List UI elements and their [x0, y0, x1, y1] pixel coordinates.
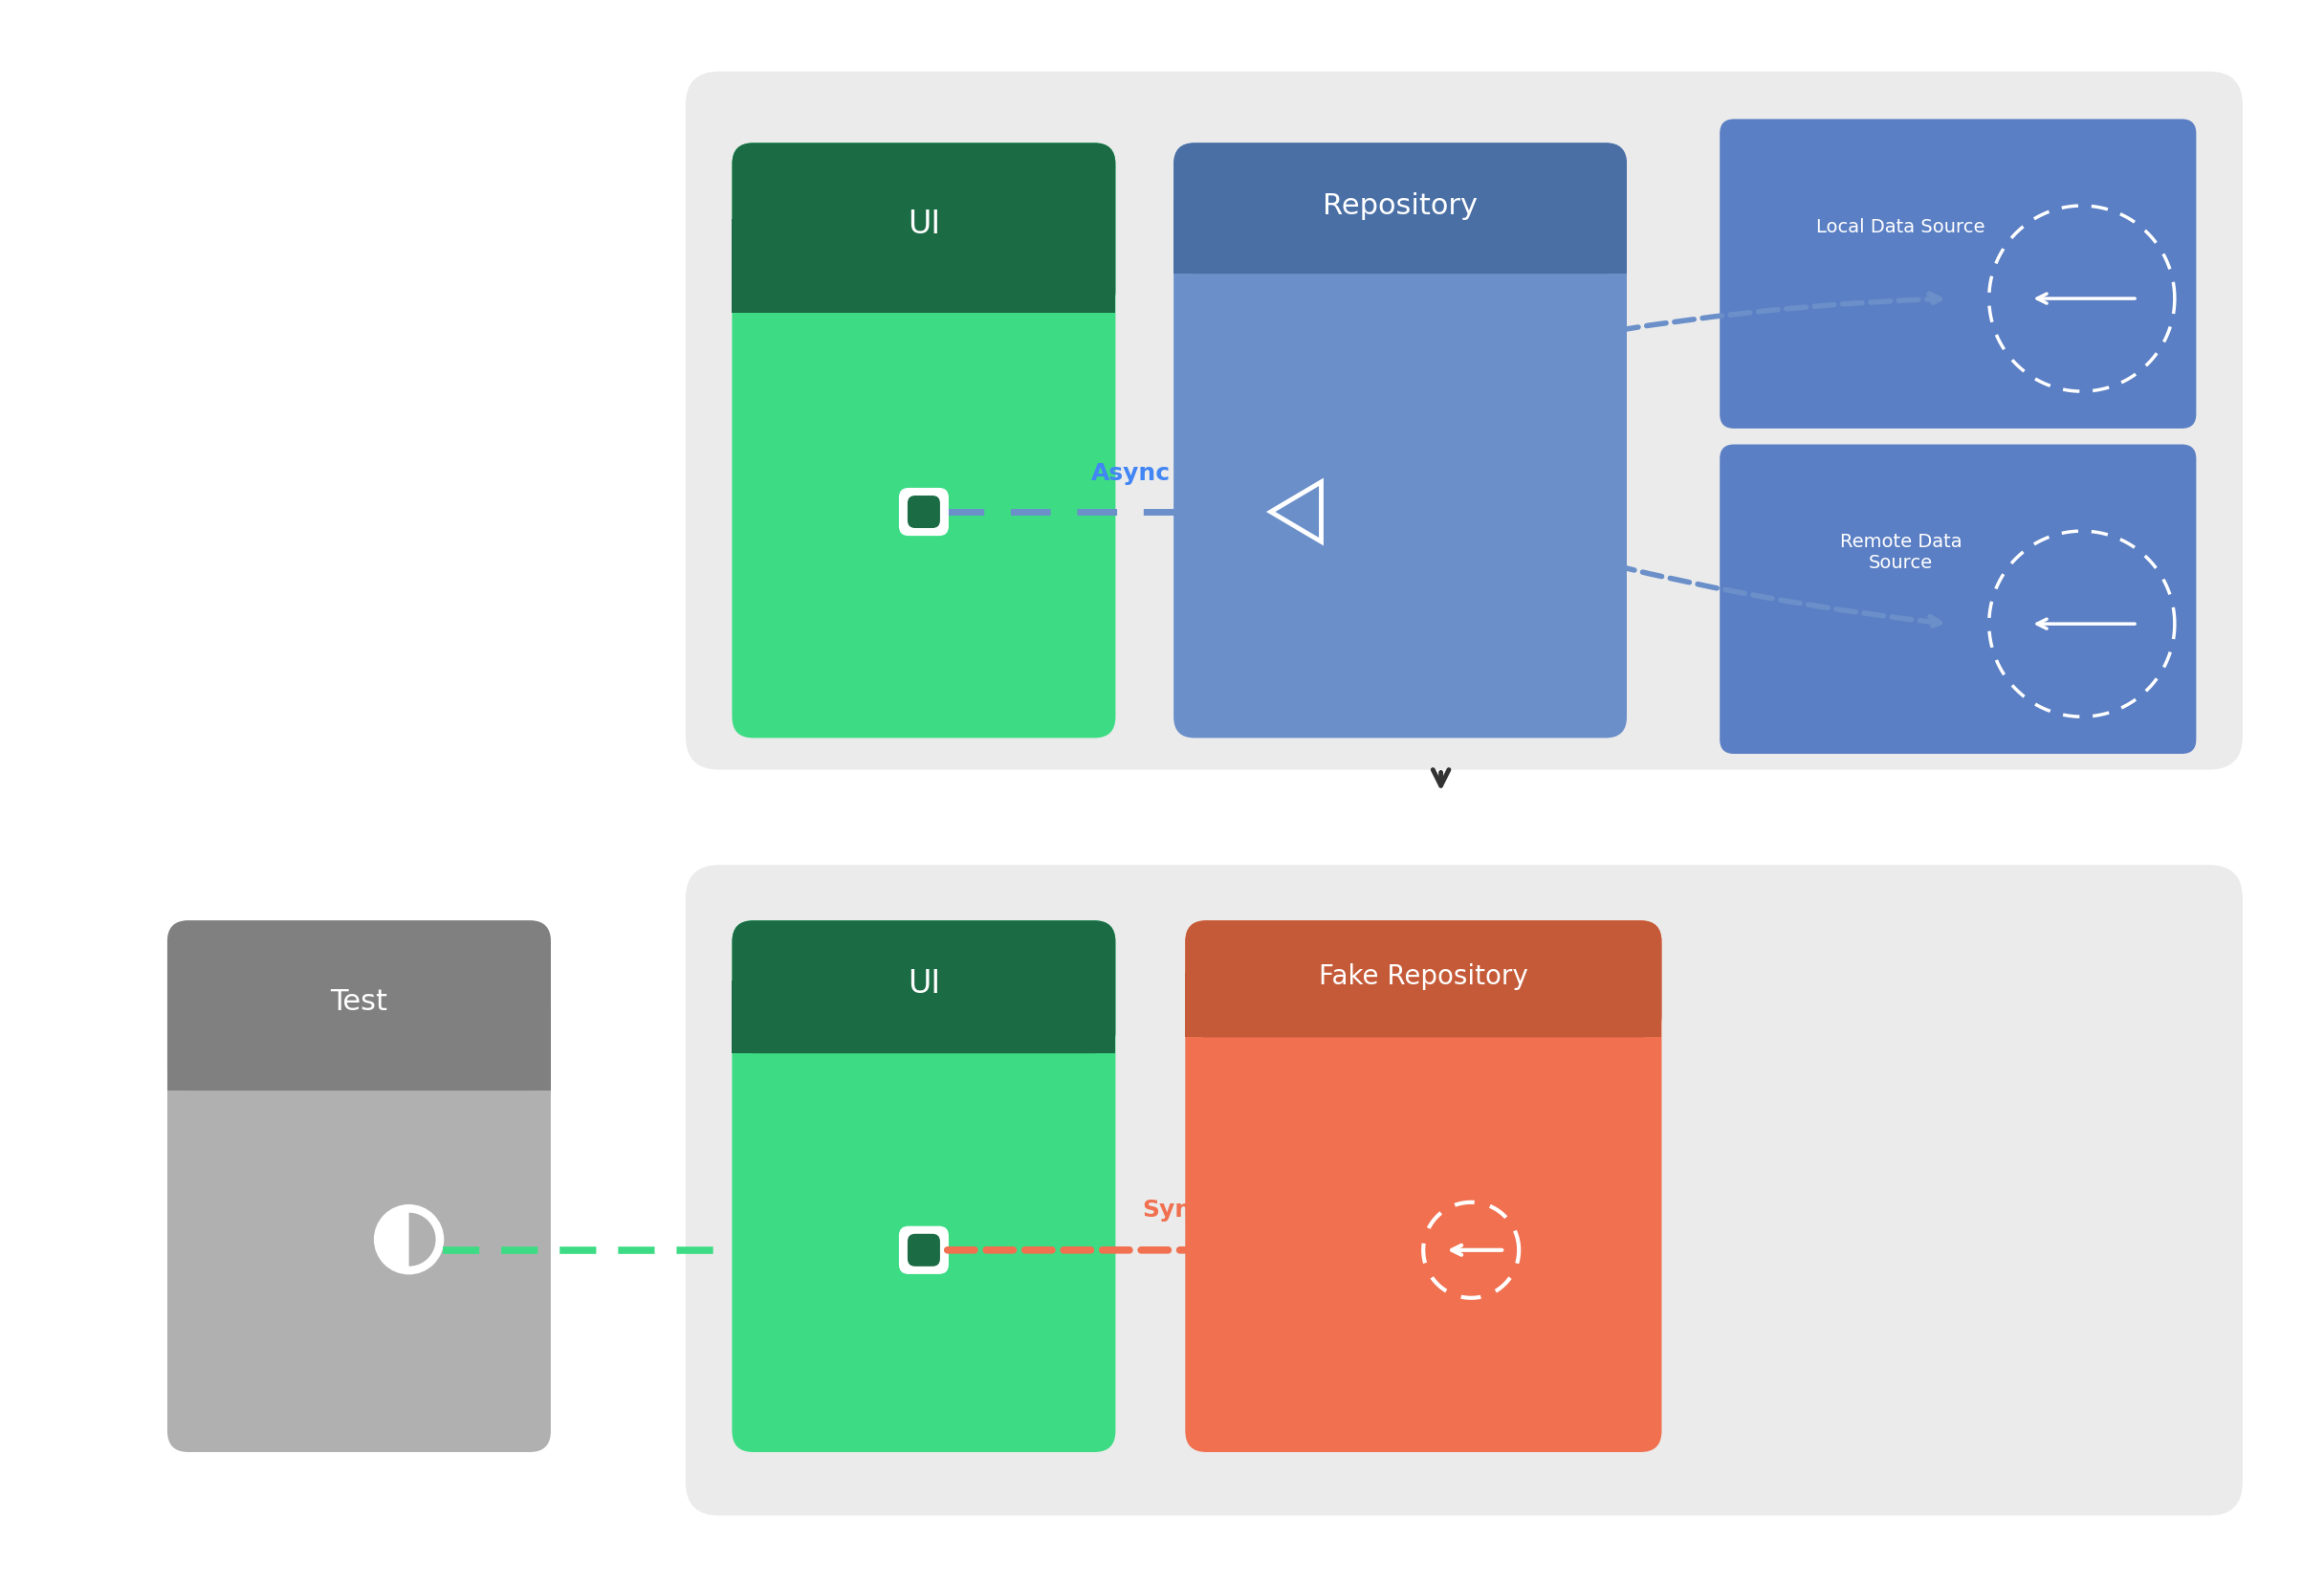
FancyBboxPatch shape — [686, 865, 2243, 1516]
FancyBboxPatch shape — [1720, 119, 2196, 428]
Text: UI: UI — [906, 968, 941, 1000]
Text: Local Data Source: Local Data Source — [1817, 219, 1985, 236]
Polygon shape — [409, 1212, 435, 1266]
Text: Test: Test — [330, 989, 388, 1016]
FancyBboxPatch shape — [899, 1227, 948, 1274]
Text: Sync: Sync — [1141, 1198, 1206, 1222]
FancyBboxPatch shape — [1174, 143, 1627, 738]
Text: Async: Async — [1090, 462, 1171, 486]
FancyBboxPatch shape — [732, 143, 1116, 313]
Bar — [732, 219, 1116, 313]
FancyBboxPatch shape — [1185, 920, 1662, 1452]
FancyBboxPatch shape — [686, 71, 2243, 770]
Circle shape — [374, 1205, 444, 1274]
FancyBboxPatch shape — [732, 920, 1116, 1452]
FancyBboxPatch shape — [167, 920, 551, 1452]
FancyBboxPatch shape — [909, 1233, 939, 1266]
Bar — [167, 1006, 551, 1090]
FancyBboxPatch shape — [1185, 920, 1662, 1038]
Text: UI: UI — [906, 208, 941, 240]
FancyBboxPatch shape — [909, 495, 939, 528]
FancyBboxPatch shape — [899, 487, 948, 536]
FancyBboxPatch shape — [732, 143, 1116, 738]
FancyBboxPatch shape — [1720, 444, 2196, 754]
Bar — [732, 981, 1116, 1054]
FancyBboxPatch shape — [732, 920, 1116, 1054]
FancyBboxPatch shape — [167, 920, 551, 1090]
FancyBboxPatch shape — [1174, 143, 1627, 273]
Bar — [1185, 973, 1662, 1038]
Text: Fake Repository: Fake Repository — [1318, 963, 1529, 990]
Text: Repository: Repository — [1322, 192, 1478, 219]
Bar — [1174, 202, 1627, 273]
Text: Remote Data
Source: Remote Data Source — [1841, 533, 1961, 573]
